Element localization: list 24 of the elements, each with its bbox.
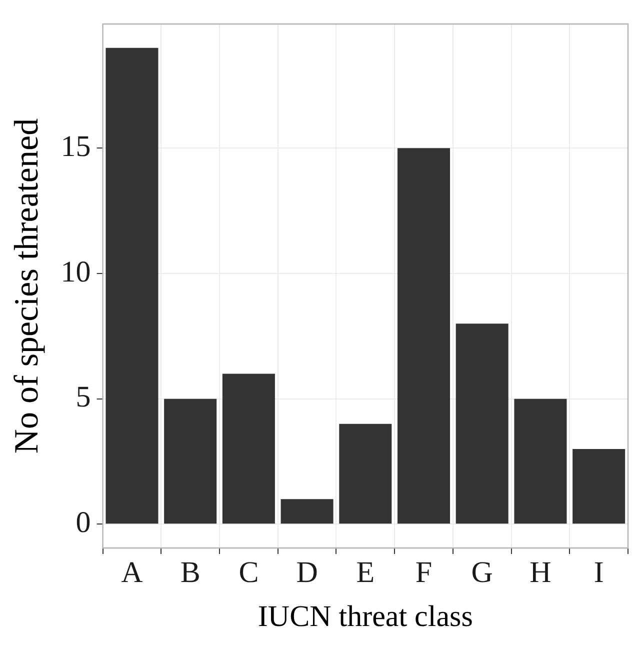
bar xyxy=(339,424,392,524)
x-tick-label: A xyxy=(121,556,144,589)
x-tick-label: I xyxy=(594,556,604,589)
y-tick-label: 5 xyxy=(76,380,91,414)
x-tick-label: H xyxy=(530,556,552,589)
bar xyxy=(572,448,626,524)
bar xyxy=(514,398,567,524)
bar xyxy=(456,324,508,524)
bar xyxy=(280,499,334,524)
x-tick-label: B xyxy=(180,556,200,589)
y-tick-label: 10 xyxy=(60,255,91,288)
bar xyxy=(222,374,275,524)
y-tick-label: 15 xyxy=(60,130,91,163)
x-axis-title: IUCN threat class xyxy=(258,600,473,633)
x-tick-label: F xyxy=(415,556,432,589)
x-tick-label: E xyxy=(356,556,375,589)
y-tick-label: 0 xyxy=(76,506,91,540)
y-axis-title: No of species threatened xyxy=(8,118,46,454)
bar xyxy=(397,148,450,524)
bar xyxy=(106,48,158,524)
bar xyxy=(164,398,217,524)
x-tick-label: D xyxy=(296,556,318,589)
x-tick-label: C xyxy=(238,556,259,589)
x-tick-label: G xyxy=(471,556,493,589)
